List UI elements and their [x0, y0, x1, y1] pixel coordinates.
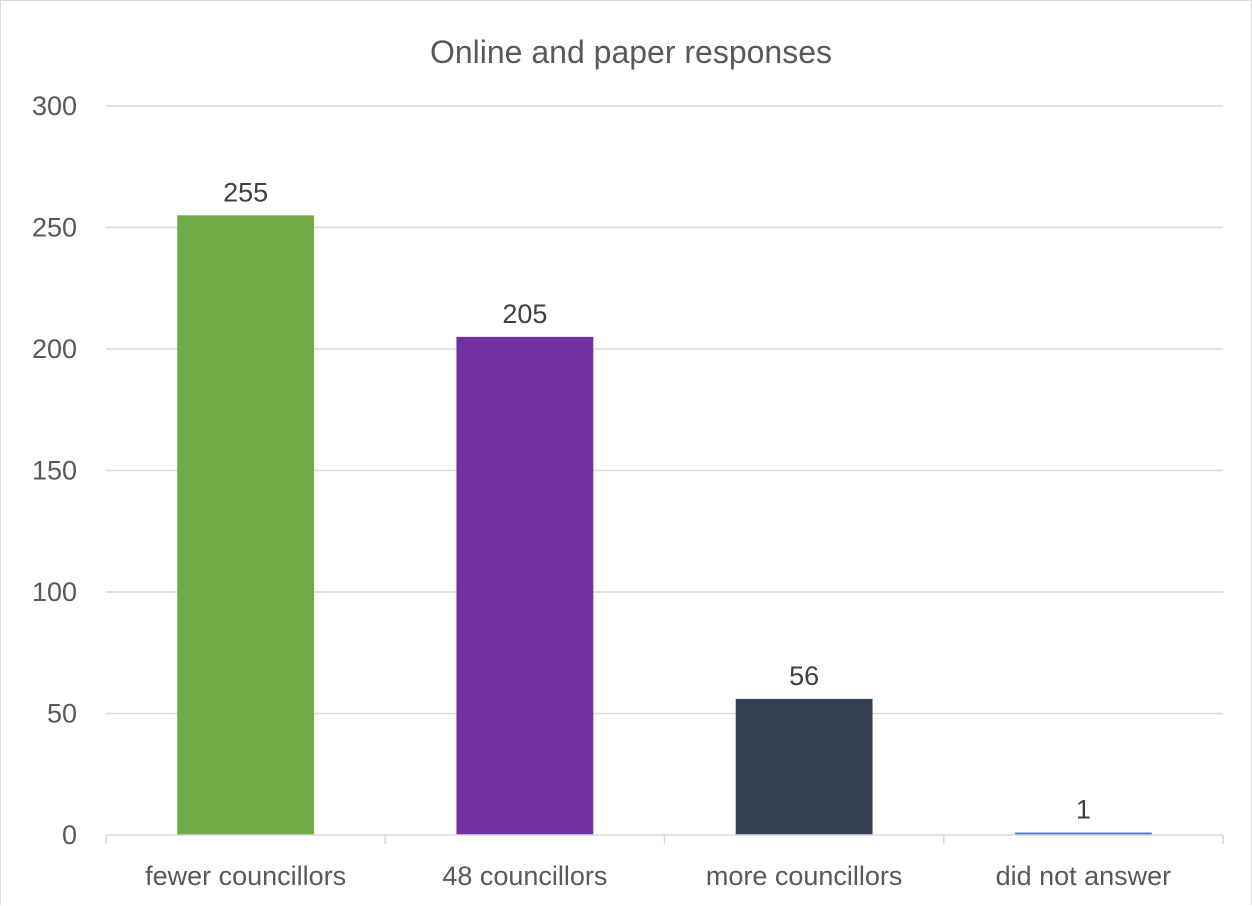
x-tick-label: did not answer — [996, 861, 1172, 891]
bar — [1014, 832, 1152, 835]
y-tick-label: 250 — [32, 213, 77, 243]
x-tick-label: more councillors — [706, 861, 903, 891]
y-tick-label: 150 — [32, 456, 77, 486]
y-tick-label: 200 — [32, 334, 77, 364]
bar — [735, 698, 873, 835]
data-label: 205 — [502, 299, 547, 329]
x-tick-label: fewer councillors — [145, 861, 346, 891]
x-axis: fewer councillors 48 councillors more coun… — [105, 834, 1224, 891]
y-tick-label: 100 — [32, 577, 77, 607]
y-tick-label: 0 — [62, 820, 77, 850]
y-tick-label: 50 — [47, 699, 77, 729]
y-tick-label: 300 — [32, 91, 77, 121]
data-labels: 255 205 56 1 — [223, 177, 1091, 824]
data-label: 255 — [223, 177, 268, 207]
chart-title: Online and paper responses — [430, 34, 832, 70]
bar — [456, 336, 594, 835]
bars — [177, 215, 1152, 836]
data-label: 1 — [1076, 795, 1091, 825]
y-axis: 0 50 100 150 200 250 300 — [32, 91, 77, 850]
data-label: 56 — [789, 661, 819, 691]
bar — [177, 215, 315, 836]
x-tick-label: 48 councillors — [442, 861, 607, 891]
